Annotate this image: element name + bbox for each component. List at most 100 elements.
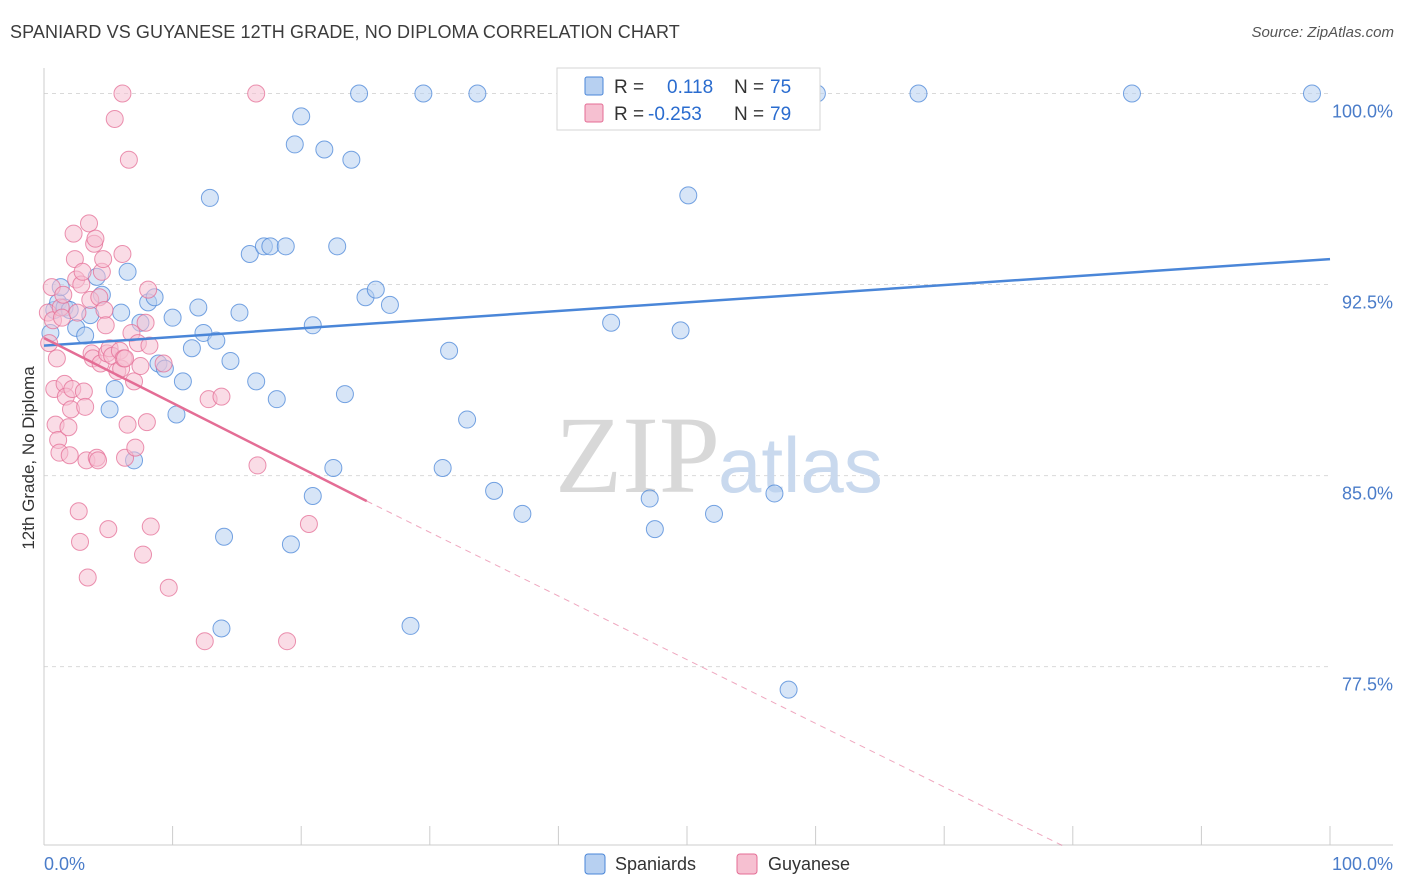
point-guyanese-42 (95, 301, 114, 320)
point-spaniards-21 (163, 308, 182, 327)
bottom-legend-guyanese: Guyanese (768, 854, 850, 874)
point-spaniards-13 (112, 303, 131, 322)
legend-swatch-guyanese (584, 103, 604, 123)
point-spaniards-60 (513, 504, 532, 523)
point-guyanese-70 (195, 632, 214, 651)
point-spaniards-59 (485, 481, 504, 500)
trend-extension-guyanese (366, 500, 1067, 848)
point-spaniards-23 (173, 372, 192, 391)
point-spaniards-40 (285, 135, 304, 154)
point-guyanese-26 (74, 382, 93, 401)
point-guyanese-22 (69, 502, 88, 521)
watermark-zip: ZIP (555, 394, 720, 516)
point-guyanese-67 (141, 517, 160, 536)
legend-r-value-1: 0.118 (667, 77, 713, 98)
legend-swatch-spaniards (584, 76, 604, 96)
point-spaniards-64 (645, 520, 664, 539)
point-guyanese-35 (86, 229, 105, 248)
point-spaniards-54 (414, 84, 433, 103)
point-spaniards-74 (1302, 84, 1321, 103)
legend-r-label-2: R = (614, 104, 644, 125)
point-guyanese-23 (71, 532, 90, 551)
point-guyanese-64 (137, 413, 156, 432)
point-spaniards-27 (200, 188, 219, 207)
point-spaniards-68 (705, 504, 724, 523)
point-spaniards-39 (281, 535, 300, 554)
grid-lines (44, 92, 1330, 668)
point-spaniards-69 (765, 484, 784, 503)
x-tick-label-0: 0.0% (44, 854, 85, 874)
bottom-legend-spaniards: Spaniards (615, 854, 696, 874)
point-guyanese-52 (113, 244, 132, 263)
point-guyanese-68 (154, 354, 173, 373)
point-guyanese-72 (212, 387, 231, 406)
point-spaniards-32 (230, 303, 249, 322)
point-guyanese-29 (78, 568, 97, 587)
bottom-legend-swatch-guyanese (736, 853, 758, 875)
point-spaniards-63 (640, 489, 659, 508)
source-label: Source: ZipAtlas.com (1251, 24, 1394, 41)
point-spaniards-29 (215, 527, 234, 546)
y-tick-labels: 77.5% 85.0% 92.5% 100.0% (1332, 101, 1393, 694)
point-spaniards-41 (292, 107, 311, 126)
point-spaniards-46 (328, 237, 347, 256)
bottom-legend: Spaniards Guyanese (584, 853, 850, 875)
point-spaniards-24 (182, 339, 201, 358)
point-spaniards-36 (261, 237, 280, 256)
point-guyanese-76 (299, 515, 318, 534)
point-spaniards-38 (276, 237, 295, 256)
point-spaniards-34 (247, 372, 266, 391)
point-guyanese-43 (96, 316, 115, 335)
legend-box: R = 0.118 N = 75 R = -0.253 N = 79 (556, 67, 821, 131)
point-guyanese-59 (126, 438, 145, 457)
point-spaniards-12 (105, 379, 124, 398)
point-guyanese-11 (54, 285, 73, 304)
trend-lines (43, 257, 1331, 848)
point-spaniards-42 (303, 316, 322, 335)
point-spaniards-25 (189, 298, 208, 317)
legend-n-value-2: 79 (770, 104, 791, 125)
point-spaniards-37 (267, 390, 286, 409)
point-spaniards-33 (240, 244, 259, 263)
point-spaniards-45 (324, 458, 343, 477)
point-guyanese-15 (60, 446, 79, 465)
point-guyanese-25 (73, 262, 92, 281)
point-spaniards-62 (602, 313, 621, 332)
legend-n-value-1: 75 (770, 77, 791, 98)
point-spaniards-28 (207, 331, 226, 350)
point-spaniards-43 (303, 486, 322, 505)
point-spaniards-66 (671, 321, 690, 340)
point-guyanese-48 (105, 109, 124, 128)
legend-n-label-1: N = (734, 77, 764, 98)
point-guyanese-75 (278, 632, 297, 651)
point-spaniards-55 (433, 458, 452, 477)
point-spaniards-56 (440, 341, 459, 360)
point-guyanese-69 (159, 578, 178, 597)
point-guyanese-63 (136, 313, 155, 332)
point-guyanese-65 (139, 280, 158, 299)
trend-line-spaniards (43, 257, 1331, 347)
point-guyanese-56 (119, 150, 138, 169)
point-guyanese-18 (64, 224, 83, 243)
point-spaniards-57 (458, 410, 477, 429)
bottom-legend-swatch-spaniards (584, 853, 606, 875)
point-spaniards-30 (212, 619, 231, 638)
point-spaniards-11 (100, 400, 119, 419)
point-guyanese-78 (116, 349, 135, 368)
point-guyanese-6 (47, 349, 66, 368)
y-axis-label: 12th Grade, No Diploma (19, 366, 38, 550)
point-spaniards-73 (1122, 84, 1141, 103)
point-spaniards-31 (221, 351, 240, 370)
point-guyanese-62 (134, 545, 153, 564)
point-spaniards-58 (468, 84, 487, 103)
point-guyanese-73 (247, 84, 266, 103)
point-guyanese-45 (99, 520, 118, 539)
point-guyanese-41 (94, 250, 113, 269)
point-spaniards-49 (350, 84, 369, 103)
point-guyanese-37 (89, 451, 108, 470)
x-tick-labels: 0.0% 100.0% (44, 854, 1393, 874)
point-guyanese-30 (80, 214, 99, 233)
point-guyanese-74 (248, 456, 267, 475)
legend-r-label-1: R = (614, 77, 644, 98)
y-tick-label-1: 85.0% (1342, 484, 1393, 504)
